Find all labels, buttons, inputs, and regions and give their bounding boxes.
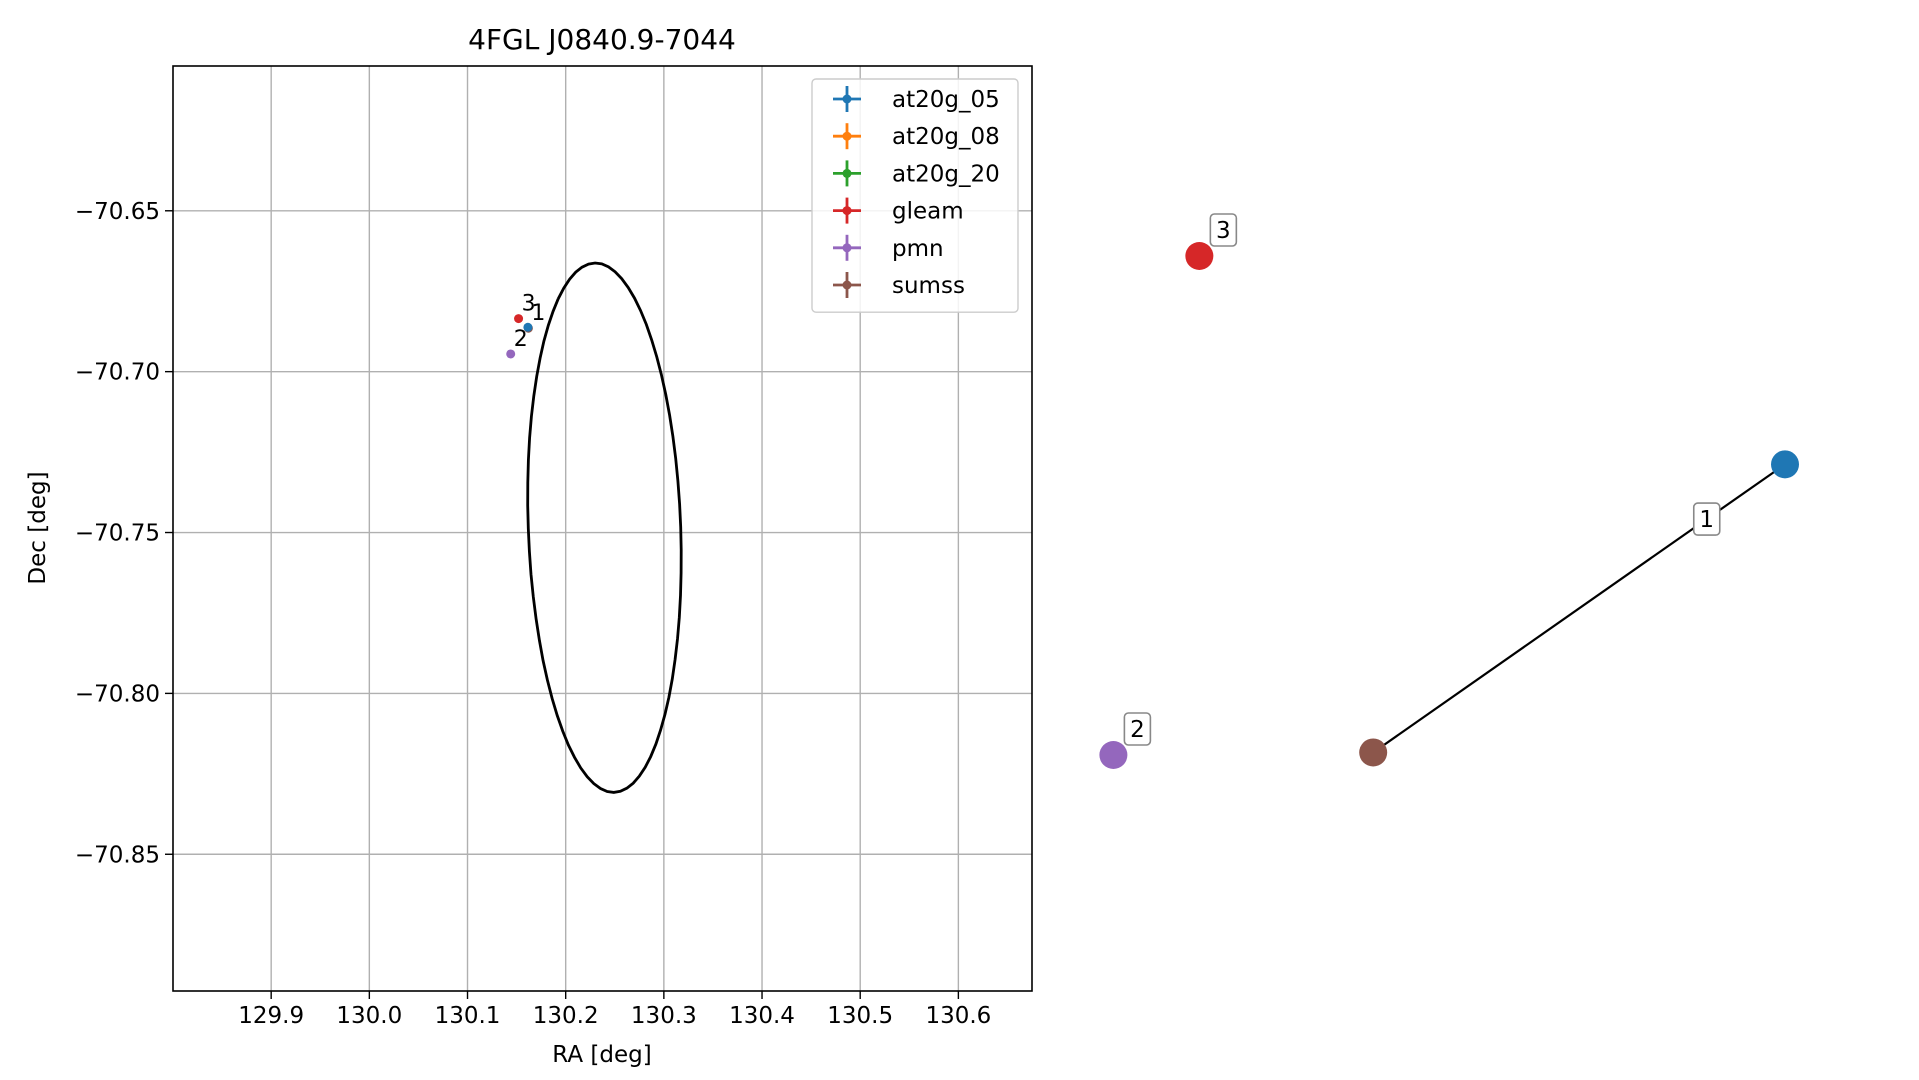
x-axis-label: RA [deg] (552, 1042, 651, 1068)
legend-entry-pmn: pmn (892, 236, 944, 262)
legend-marker-dot (842, 206, 852, 216)
edge-label-box (1692, 502, 1721, 536)
association-graph-panel: 1 3 2 (1099, 213, 1799, 769)
x-tick-label: 130.2 (533, 1003, 599, 1029)
source-point-at20g_05 (523, 322, 533, 332)
legend-marker-dot (842, 94, 852, 104)
graph-node-gleam (1185, 242, 1214, 270)
x-tick-label: 129.9 (238, 1003, 304, 1029)
y-tick-label: −70.75 (75, 521, 160, 547)
x-tick-label: 130.6 (925, 1003, 991, 1029)
y-tick-label: −70.70 (75, 360, 160, 386)
source-point-gleam (514, 314, 524, 324)
legend-marker-dot (842, 168, 852, 178)
legend-marker-dot (842, 280, 852, 290)
graph-edge (1372, 463, 1786, 754)
sky-map-panel: 312 129.9 130.0 130.1 130.2 130.3 130.4 130.5 1… (25, 23, 1033, 1068)
y-axis-label: Dec [deg] (25, 471, 51, 584)
y-tick-label: −70.65 (75, 199, 160, 225)
node-label: 2 (1130, 717, 1145, 743)
graph-node-pmn (1099, 741, 1128, 769)
node-label-box (1209, 213, 1238, 247)
axis-ticks: 129.9 130.0 130.1 130.2 130.3 130.4 130.5 130.6… (75, 199, 991, 1029)
x-tick-label: 130.3 (631, 1003, 697, 1029)
legend-marker-dot (842, 243, 852, 253)
localization-ellipse-layer (526, 261, 683, 794)
point-label: 3 (522, 292, 536, 317)
plot-frame (172, 65, 1033, 992)
node-label-box (1123, 712, 1152, 746)
point-label: 1 (531, 301, 545, 326)
chart-title: 4FGL J0840.9-7044 (468, 23, 736, 56)
graph-node-sumss (1359, 738, 1388, 767)
source-points: 312 (506, 292, 545, 359)
source-point-pmn (506, 349, 516, 359)
legend-entry-at20g_08: at20g_08 (892, 124, 1000, 150)
graph-node-at20g_05 (1771, 450, 1799, 479)
x-tick-label: 130.4 (729, 1003, 795, 1029)
edge-label: 1 (1699, 507, 1714, 533)
legend-frame (811, 78, 1019, 313)
x-tick-label: 130.5 (827, 1003, 893, 1029)
legend-entry-at20g_20: at20g_20 (892, 161, 1000, 187)
y-tick-label: −70.85 (75, 842, 160, 868)
y-tick-label: −70.80 (75, 681, 160, 707)
point-label: 2 (514, 327, 528, 352)
legend-entry-gleam: gleam (892, 199, 964, 225)
legend-entry-at20g_05: at20g_05 (892, 87, 1000, 113)
legend-marker-dot (842, 131, 852, 141)
node-label: 3 (1216, 218, 1231, 244)
localization-ellipse (526, 261, 683, 794)
legend-entry-sumss: sumss (892, 273, 965, 299)
x-tick-label: 130.0 (336, 1003, 402, 1029)
x-tick-label: 130.1 (435, 1003, 501, 1029)
